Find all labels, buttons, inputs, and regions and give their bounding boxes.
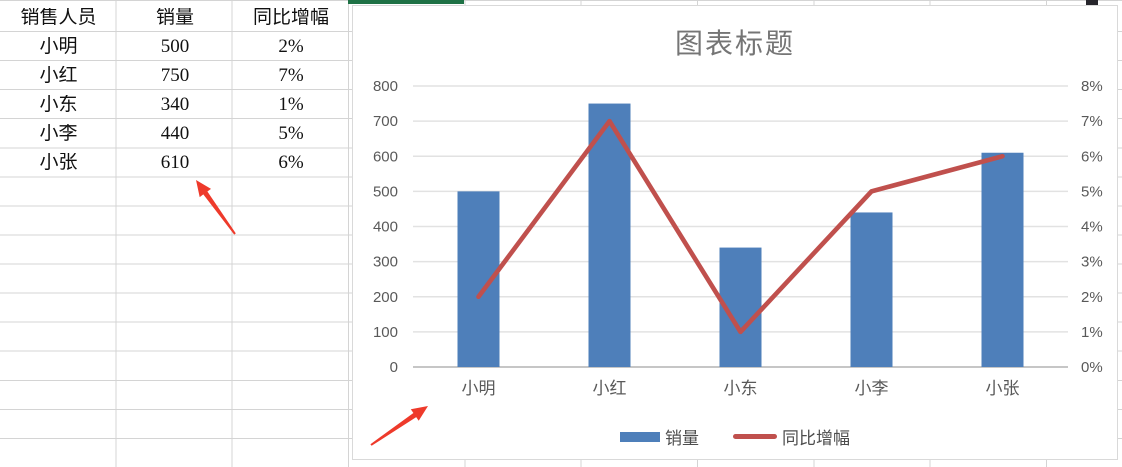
cell[interactable]: 6%	[278, 153, 304, 173]
category-label: 小李	[855, 379, 889, 398]
cell[interactable]: 7%	[278, 66, 304, 86]
chart-title[interactable]: 图表标题	[674, 28, 795, 59]
cell[interactable]: 440	[160, 124, 190, 144]
data-table: 销售人员 销量 同比增幅小明 500 2% 小红 750 7% 小东 340 1% 小李 440 5% 小张…	[0, 3, 349, 177]
left-axis-tick-label: 300	[373, 254, 398, 271]
left-axis-tick-label: 800	[373, 78, 398, 95]
left-axis-tick-label: 200	[373, 289, 398, 306]
header-row: 销售人员 销量 同比增幅	[0, 3, 349, 32]
cell[interactable]: 340	[160, 95, 190, 115]
cell[interactable]: 750	[160, 66, 190, 86]
left-axis-tick-label: 400	[373, 219, 398, 236]
right-axis-tick-label: 6%	[1081, 148, 1103, 165]
left-axis-tick-label: 500	[373, 183, 398, 200]
right-axis-tick-label: 3%	[1081, 254, 1103, 271]
category-label: 小东	[724, 379, 758, 398]
legend-label-sales[interactable]: 销量	[665, 429, 699, 448]
line-series[interactable]	[476, 118, 1005, 335]
bar[interactable]	[981, 152, 1024, 367]
cell[interactable]: 1%	[278, 95, 304, 115]
header-cell[interactable]: 销售人员	[20, 8, 97, 28]
data-row: 小红 750 7%	[0, 61, 349, 90]
right-axis-tick-label: 1%	[1081, 324, 1103, 341]
header-cell[interactable]: 销量	[155, 8, 194, 28]
cell[interactable]: 610	[160, 153, 190, 173]
cell[interactable]: 500	[160, 37, 190, 57]
cell[interactable]: 5%	[278, 124, 304, 144]
category-label: 小张	[986, 379, 1020, 398]
legend-item-sales[interactable]: 销量	[620, 424, 699, 449]
bar[interactable]	[850, 212, 893, 367]
header-cell[interactable]: 同比增幅	[252, 8, 329, 28]
category-label: 小红	[593, 379, 627, 398]
cell[interactable]: 小明	[39, 37, 78, 57]
annotation-arrow-table	[196, 180, 236, 235]
data-row: 小明 500 2%	[0, 32, 349, 61]
data-row: 小张 610 6%	[0, 148, 349, 177]
chart[interactable]: 0 0% 100 1% 200 2% 300 3% 400 4% 500 5% 600 6% 700 7% 80…	[352, 5, 1118, 460]
legend-bar-swatch-icon	[620, 431, 660, 442]
right-axis-tick-label: 0%	[1081, 359, 1103, 376]
legend-line-swatch-icon	[733, 434, 777, 439]
right-axis-tick-label: 5%	[1081, 183, 1103, 200]
left-axis-tick-label: 100	[373, 324, 398, 341]
cell[interactable]: 小红	[39, 66, 78, 86]
legend-item-growth[interactable]: 同比增幅	[733, 424, 850, 449]
cell[interactable]: 小东	[39, 95, 78, 115]
cell[interactable]: 2%	[278, 37, 304, 57]
right-axis-tick-label: 7%	[1081, 113, 1103, 130]
legend-label-growth[interactable]: 同比增幅	[782, 429, 850, 448]
cell[interactable]: 小李	[39, 124, 78, 144]
top-right-artifact	[1086, 0, 1098, 5]
excel-selection-strip	[348, 0, 464, 4]
left-axis-tick-label: 0	[390, 359, 398, 376]
right-axis-tick-label: 4%	[1081, 219, 1103, 236]
right-axis-tick-label: 2%	[1081, 289, 1103, 306]
category-label: 小明	[462, 379, 496, 398]
data-row: 小李 440 5%	[0, 119, 349, 148]
left-axis-tick-label: 700	[373, 113, 398, 130]
cell[interactable]: 小张	[39, 153, 78, 173]
data-row: 小东 340 1%	[0, 90, 349, 119]
chart-legend[interactable]: 销量 同比增幅	[353, 424, 1117, 449]
plot-area[interactable]: 0 0% 100 1% 200 2% 300 3% 400 4% 500 5% 600 6% 700 7% 80…	[353, 6, 1117, 459]
left-axis-tick-label: 600	[373, 148, 398, 165]
right-axis-tick-label: 8%	[1081, 78, 1103, 95]
